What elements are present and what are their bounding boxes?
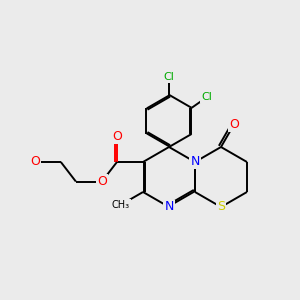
Text: Cl: Cl (201, 92, 212, 102)
Text: S: S (217, 200, 225, 214)
Text: O: O (229, 118, 239, 131)
Text: O: O (97, 175, 107, 188)
Text: N: N (190, 155, 200, 169)
Text: Cl: Cl (164, 72, 175, 82)
Text: N: N (164, 200, 174, 214)
Text: CH₃: CH₃ (112, 200, 130, 210)
Text: O: O (112, 130, 122, 143)
Text: O: O (30, 155, 40, 169)
